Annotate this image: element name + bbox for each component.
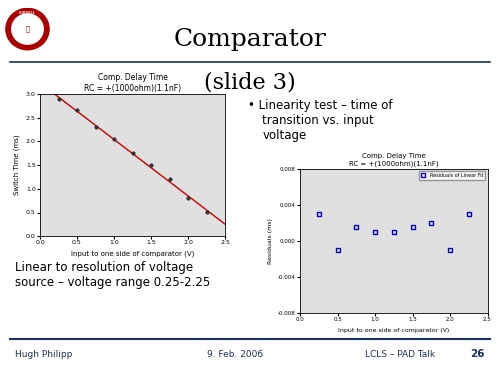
Title: Comp. Delay Time
RC = +(1000ohm)(1.1nF): Comp. Delay Time RC = +(1000ohm)(1.1nF) [84, 73, 181, 93]
Y-axis label: Residuals (ms): Residuals (ms) [268, 218, 272, 264]
X-axis label: Input to one side of comparator (V): Input to one side of comparator (V) [338, 328, 450, 333]
Text: CORNELL: CORNELL [19, 10, 36, 15]
Circle shape [6, 8, 49, 50]
Text: (slide 3): (slide 3) [204, 72, 296, 93]
Text: transition vs. input: transition vs. input [262, 114, 374, 128]
Text: source – voltage range 0.25-2.25: source – voltage range 0.25-2.25 [15, 276, 210, 289]
Legend: Residuals of Linear Fit: Residuals of Linear Fit [419, 171, 485, 180]
Text: LCLS – PAD Talk: LCLS – PAD Talk [365, 350, 435, 359]
Text: 9. Feb. 2006: 9. Feb. 2006 [207, 350, 263, 359]
Text: Comparator: Comparator [174, 28, 326, 51]
Text: Hugh Philipp: Hugh Philipp [15, 350, 72, 359]
Title: Comp. Delay Time
RC = +(1000ohm)(1.1nF): Comp. Delay Time RC = +(1000ohm)(1.1nF) [349, 153, 438, 168]
X-axis label: Input to one side of comparator (V): Input to one side of comparator (V) [71, 251, 194, 258]
Circle shape [12, 14, 44, 44]
Text: Linear to resolution of voltage: Linear to resolution of voltage [15, 261, 193, 274]
Text: • Linearity test – time of: • Linearity test – time of [248, 99, 392, 112]
Text: ⛨: ⛨ [26, 26, 30, 32]
Text: voltage: voltage [262, 129, 307, 142]
Text: 26: 26 [470, 350, 485, 359]
Y-axis label: Switch Time (ms): Switch Time (ms) [14, 135, 20, 195]
